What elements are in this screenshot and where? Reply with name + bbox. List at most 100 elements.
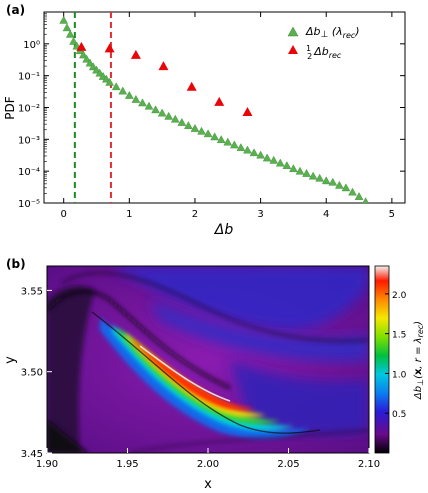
heatmap-lower-left-dark bbox=[47, 420, 90, 453]
red-triangle-point bbox=[214, 96, 225, 106]
colorbar-tick-label: 1.5 bbox=[392, 331, 406, 341]
a-ytick-label: 10⁰ bbox=[23, 40, 40, 51]
colorbar-label: Δb⊥(x, r = λrec) bbox=[413, 321, 425, 400]
legend-red-label: 1 2 Δbrec bbox=[306, 44, 342, 61]
heatmap-ridge-edge bbox=[91, 311, 321, 434]
a-ytick-label: 10⁻³ bbox=[18, 135, 40, 146]
green-triangle-point bbox=[210, 132, 219, 141]
colorbar-tick-label: 1.0 bbox=[392, 370, 407, 380]
green-triangle-point bbox=[275, 158, 285, 167]
colorbar-tick-label: 2.0 bbox=[392, 291, 407, 301]
red-triangle-point bbox=[186, 81, 197, 91]
green-triangle-point bbox=[302, 169, 311, 177]
red-triangle-point bbox=[104, 43, 115, 53]
heatmap-top-black-arc bbox=[61, 271, 369, 342]
b-xtick-label: 2.10 bbox=[358, 459, 380, 470]
b-ytick-label: 3.45 bbox=[21, 449, 43, 460]
colorbar: 0.5 1.0 1.5 2.0 Δb⊥(x, r = λrec) bbox=[374, 265, 425, 454]
heatmap-lower-dark-arc bbox=[129, 429, 369, 453]
a-xtick-label: 0 bbox=[61, 209, 67, 220]
green-triangle-point bbox=[105, 77, 114, 86]
a-ytick-label: 10⁻⁴ bbox=[18, 167, 40, 178]
green-triangle-point bbox=[348, 187, 357, 196]
a-xtick-label: 3 bbox=[257, 209, 263, 220]
green-triangle-point bbox=[138, 98, 147, 107]
green-triangle-point bbox=[190, 124, 200, 132]
green-triangle-point bbox=[124, 90, 134, 99]
green-triangle-point bbox=[59, 15, 69, 24]
panel-a-series bbox=[59, 15, 369, 203]
red-triangle-point bbox=[76, 41, 87, 51]
panel-a-ticks: 0 1 2 3 4 5 10⁻⁵ 10⁻⁴ 10⁻³ 10⁻² 10⁻¹ 10⁰ bbox=[18, 12, 405, 220]
green-triangle-point bbox=[289, 164, 298, 173]
panel-b-ticks: 1.90 1.95 2.00 2.05 2.10 3.45 3.50 3.55 bbox=[21, 286, 380, 470]
heatmap-right-blue-region bbox=[230, 360, 369, 435]
green-triangle-point bbox=[362, 197, 369, 203]
green-triangle-point bbox=[164, 111, 174, 120]
b-xtick-label: 2.05 bbox=[277, 459, 299, 470]
colorbar-ticks: 0.5 1.0 1.5 2.0 bbox=[385, 291, 407, 420]
a-xtick-label: 1 bbox=[126, 209, 132, 220]
green-triangle-point bbox=[243, 145, 252, 154]
green-triangle-point bbox=[230, 140, 239, 149]
panel-a-ylabel: PDF bbox=[3, 96, 17, 119]
panel-b-ylabel: y bbox=[3, 356, 18, 364]
green-triangle-point bbox=[262, 153, 272, 162]
green-triangle-point bbox=[157, 108, 167, 117]
b-xtick-label: 2.00 bbox=[197, 459, 219, 470]
green-triangle-point bbox=[85, 58, 95, 67]
a-ytick-label: 10⁻² bbox=[18, 104, 40, 115]
colorbar-gradient bbox=[374, 265, 390, 454]
green-triangle-point bbox=[335, 180, 344, 189]
heatmap-left-dark-band bbox=[47, 285, 95, 453]
b-ytick-label: 3.50 bbox=[21, 368, 43, 379]
green-triangle-point bbox=[79, 50, 88, 59]
red-triangle-point bbox=[242, 107, 253, 117]
heatmap-upper-blue-band-2 bbox=[150, 300, 369, 361]
a-ytick-label: 10⁻¹ bbox=[18, 72, 40, 83]
green-triangle-point bbox=[177, 118, 187, 126]
a-xtick-label: 5 bbox=[389, 209, 395, 220]
green-triangle-point bbox=[249, 148, 259, 157]
green-triangle-point bbox=[184, 121, 193, 130]
panel-a-label: (a) bbox=[6, 3, 25, 17]
panel-b-xlabel: x bbox=[204, 477, 212, 492]
panel-a-frame bbox=[43, 11, 406, 204]
panel-a-xlabel: Δb bbox=[214, 222, 234, 238]
a-xtick-label: 4 bbox=[323, 209, 329, 220]
green-triangle-point bbox=[295, 166, 305, 175]
red-triangle-point bbox=[158, 61, 169, 71]
green-triangle-point bbox=[308, 171, 318, 180]
green-triangle-point bbox=[197, 126, 206, 135]
panel-b-heatmap: 1.90 1.95 2.00 2.05 2.10 3.45 3.50 3.55 x y 0.5… bbox=[3, 265, 425, 492]
green-triangle-point bbox=[131, 94, 141, 103]
heatmap-ridge-green bbox=[118, 328, 280, 425]
b-xtick-label: 1.95 bbox=[116, 459, 138, 470]
heatmap-upper-blue-band bbox=[110, 266, 369, 330]
green-triangle-point bbox=[223, 137, 233, 146]
panel-b-label: (b) bbox=[6, 257, 26, 271]
a-xtick-label: 2 bbox=[192, 209, 198, 220]
green-triangle-point bbox=[62, 23, 72, 32]
green-triangle-point bbox=[216, 135, 226, 144]
green-triangle-point bbox=[282, 161, 292, 169]
green-triangle-point bbox=[111, 82, 121, 91]
heatmap-left-black-arc bbox=[47, 290, 231, 390]
heatmap-ridge-core bbox=[139, 345, 231, 402]
colorbar-tick-label: 0.5 bbox=[392, 410, 406, 420]
green-triangle-point bbox=[118, 86, 128, 95]
green-triangle-point bbox=[315, 173, 325, 182]
red-triangle-point bbox=[130, 49, 141, 59]
green-triangle-point bbox=[328, 177, 338, 186]
green-triangle-point bbox=[65, 29, 75, 38]
green-triangle-point bbox=[151, 105, 160, 114]
b-xtick-label: 1.90 bbox=[36, 459, 58, 470]
heatmap-ridge-cyan bbox=[112, 325, 295, 431]
green-triangle-point bbox=[236, 143, 246, 151]
green-triangle-point bbox=[256, 150, 265, 159]
green-triangle-point bbox=[269, 155, 279, 164]
green-triangle-point bbox=[203, 129, 213, 138]
green-triangle-point bbox=[144, 101, 154, 110]
green-triangle-point bbox=[321, 176, 331, 185]
